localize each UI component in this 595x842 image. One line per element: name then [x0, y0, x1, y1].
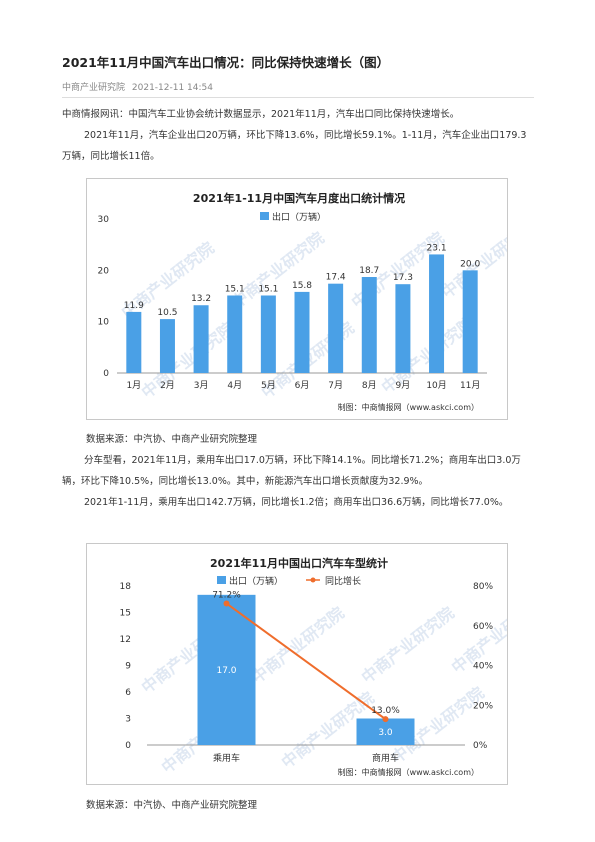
y-right-tick-label: 60%	[473, 622, 493, 632]
growth-value-label: 13.0%	[371, 706, 400, 716]
y-left-tick-label: 18	[120, 582, 132, 592]
vehicle-type-export-chart: 中商产业研究院 中商产业研究院 中商产业研究院 中商产业研究院 中商产业研究院 中商产业研…	[86, 543, 548, 785]
bar-1月	[126, 311, 142, 373]
legend-label-exports: 出口（万辆）	[229, 575, 283, 587]
data-source-note: 数据来源：中汽协、中商产业研究院整理	[86, 434, 258, 445]
bar-value-label: 10.5	[157, 308, 177, 318]
bar-9月	[395, 284, 411, 373]
legend-label: 出口（万辆）	[272, 211, 326, 223]
bar-value-label: 3.0	[378, 728, 393, 738]
y-left-tick-label: 9	[125, 662, 131, 672]
bar-8月	[361, 277, 377, 373]
x-tick-label: 2月	[160, 380, 175, 391]
bar-10月	[429, 254, 445, 373]
y-left-tick-label: 12	[120, 635, 131, 645]
bar-value-label: 11.9	[124, 301, 144, 311]
bar-value-label: 23.1	[427, 243, 447, 253]
bar-6月	[294, 291, 310, 373]
growth-line	[225, 602, 387, 720]
x-tick-label: 7月	[328, 380, 343, 391]
paragraph-intro: 中商情报网讯：中国汽车工业协会统计数据显示，2021年11月，汽车出口同比保持快…	[62, 109, 460, 120]
bar-5月	[260, 295, 276, 373]
x-tick-label: 5月	[261, 380, 276, 391]
bar-2月	[159, 319, 175, 373]
x-tick-label: 11月	[460, 380, 480, 391]
x-tick-label: 10月	[426, 380, 446, 391]
x-tick-label: 8月	[362, 380, 377, 391]
article-title: 2021年11月中国汽车出口情况：同比保持快速增长（图）	[62, 55, 390, 70]
chart-title: 2021年11月中国出口汽车车型统计	[210, 556, 388, 570]
y-left-tick-label: 15	[120, 609, 131, 619]
x-tick-label: 4月	[227, 380, 242, 391]
chart-credit: 制图：中商情报网（www.askci.com）	[338, 767, 479, 777]
x-tick-label: 商用车	[372, 752, 399, 764]
chart-credit: 制图：中商情报网（www.askci.com）	[338, 402, 479, 412]
paragraph-overview: 2021年11月，汽车企业出口20万辆，环比下降13.6%，同比增长59.1%。…	[62, 130, 527, 162]
monthly-export-chart: 中商产业研究院 中商产业研究院 中商产业研究院 中商产业研究院 中商产业研究院 中商产业研…	[86, 178, 538, 420]
bar-11月	[462, 270, 478, 373]
legend-swatch-exports	[217, 576, 226, 584]
legend-swatch	[260, 212, 269, 220]
x-tick-label: 乘用车	[213, 752, 240, 764]
legend-marker-growth	[310, 577, 316, 583]
y-left-tick-label: 6	[125, 688, 131, 698]
bar-value-label: 15.8	[292, 281, 312, 291]
bar-value-label: 15.1	[258, 284, 278, 294]
y-left-tick-label: 3	[125, 715, 131, 725]
bar-value-label: 13.2	[191, 294, 211, 304]
y-right-tick-label: 20%	[473, 701, 493, 711]
title-divider	[62, 97, 534, 98]
bar-value-label: 17.4	[326, 273, 346, 283]
bar-乘用车	[197, 594, 256, 745]
y-right-tick-label: 0%	[473, 741, 488, 751]
growth-value-label: 71.2%	[212, 590, 241, 600]
bar-7月	[328, 283, 344, 373]
x-tick-label: 6月	[295, 380, 310, 391]
watermark-text: 中商产业研究院	[228, 228, 328, 312]
data-source-note-2: 数据来源：中汽协、中商产业研究院整理	[86, 800, 258, 811]
article-meta: 中商产业研究院 2021-12-11 14:54	[62, 80, 217, 93]
bar-value-label: 15.1	[225, 284, 245, 294]
paragraph-by-vehicle-type: 分车型看，2021年11月，乘用车出口17.0万辆，环比下降14.1%。同比增长…	[62, 455, 521, 487]
y-tick-label: 30	[98, 215, 110, 225]
growth-point	[382, 716, 389, 723]
y-tick-label: 20	[98, 266, 110, 276]
x-tick-label: 9月	[396, 380, 411, 391]
watermark-text: 中商产业研究院	[248, 603, 348, 687]
bar-value-label: 18.7	[359, 266, 379, 276]
article-datetime: 2021-12-11 14:54	[131, 83, 213, 93]
y-right-tick-label: 80%	[473, 582, 493, 592]
bar-4月	[227, 295, 243, 373]
y-left-tick-label: 0	[125, 741, 131, 751]
bar-商用车	[356, 718, 415, 745]
legend-label-growth: 同比增长	[325, 575, 361, 587]
chart-title: 2021年1-11月中国汽车月度出口统计情况	[193, 191, 405, 205]
bar-3月	[193, 305, 209, 373]
bar-value-label: 17.0	[216, 666, 236, 676]
watermark-text: 中商产业研究院	[138, 318, 238, 402]
watermark-text: 中商产业研究院	[358, 603, 458, 687]
x-tick-label: 3月	[194, 380, 209, 391]
article-source[interactable]: 中商产业研究院	[62, 83, 126, 93]
growth-point	[223, 600, 230, 607]
y-tick-label: 0	[103, 369, 109, 379]
x-tick-label: 1月	[126, 380, 141, 391]
y-right-tick-label: 40%	[473, 662, 493, 672]
paragraph-jan-nov: 2021年1-11月，乘用车出口142.7万辆，同比增长1.2倍；商用车出口36…	[84, 497, 509, 508]
bar-value-label: 20.0	[460, 259, 480, 269]
bar-value-label: 17.3	[393, 273, 413, 283]
y-tick-label: 10	[98, 318, 110, 328]
